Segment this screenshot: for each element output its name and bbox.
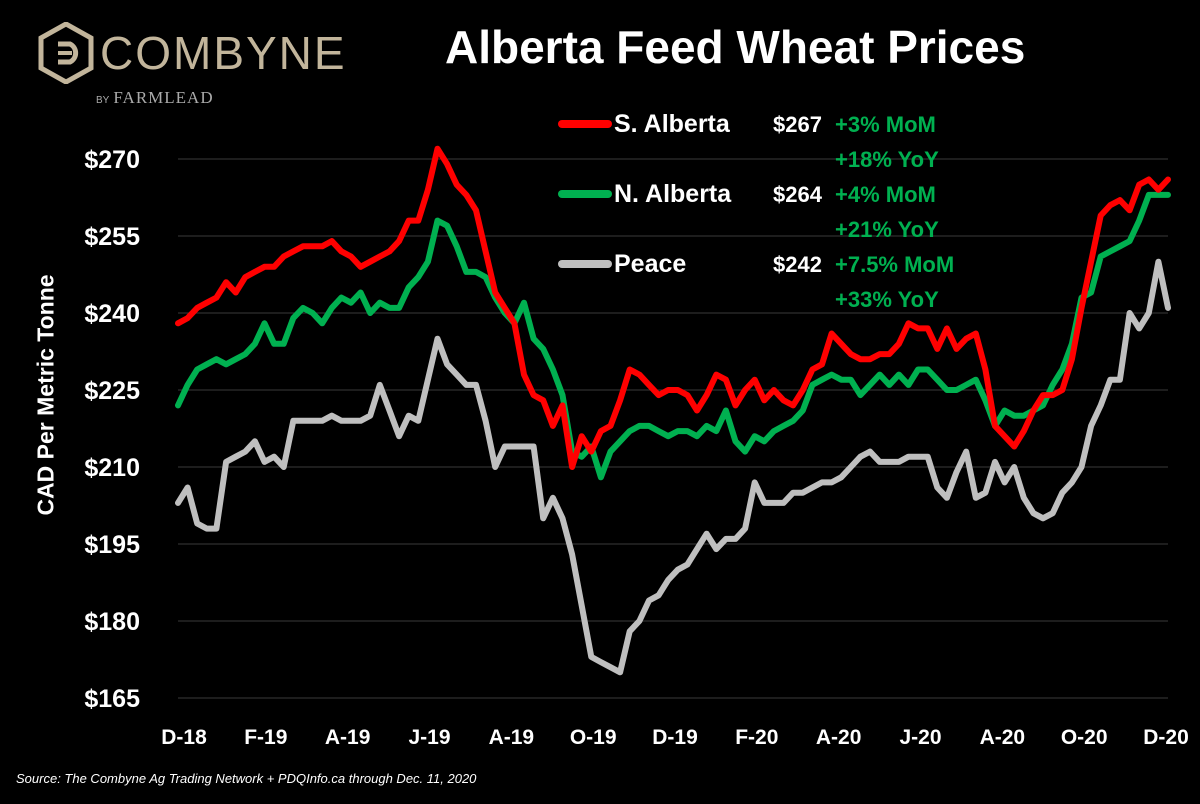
x-tick-label: A-19 xyxy=(325,726,371,749)
x-tick-label: F-19 xyxy=(244,726,287,749)
brand-sub: FARMLEAD xyxy=(113,88,214,107)
y-tick-label: $180 xyxy=(84,608,140,636)
x-tick-label: D-19 xyxy=(652,726,698,749)
series-line-s-alberta xyxy=(175,145,1171,470)
x-tick-label: J-19 xyxy=(408,726,450,749)
combyne-logo-icon xyxy=(38,22,94,84)
brand-by: BY xyxy=(96,95,110,106)
gridlines xyxy=(178,158,1168,699)
brand-name: COMBYNE xyxy=(100,27,347,79)
x-tick-label: A-19 xyxy=(489,726,535,749)
y-axis-ticks: $165 $180 $195 $210 $225 $240 $255 $270 xyxy=(84,146,140,713)
series-lines xyxy=(175,145,1171,676)
y-axis-label: CAD Per Metric Tonne xyxy=(32,274,59,516)
x-tick-label: F-20 xyxy=(735,726,778,749)
legend-name: S. Alberta xyxy=(614,110,731,138)
x-axis-ticks: D-18 F-19 A-19 J-19 A-19 O-19 D-19 F-20 A-20 J-20… xyxy=(161,726,1189,749)
x-tick-label: A-20 xyxy=(816,726,862,749)
legend-name: N. Alberta xyxy=(614,180,732,208)
source-note: Source: The Combyne Ag Trading Network +… xyxy=(16,771,477,786)
legend-yoy: +33% YoY xyxy=(835,287,939,312)
y-tick-label: $225 xyxy=(84,377,140,405)
legend-price: $242 xyxy=(773,252,822,277)
x-tick-label: A-20 xyxy=(980,726,1026,749)
y-tick-label: $210 xyxy=(84,454,140,482)
legend-mom: +7.5% MoM xyxy=(835,252,954,277)
legend: S. Alberta $267 +3% MoM +18% YoY N. Alberta $… xyxy=(558,110,954,312)
legend-mom: +3% MoM xyxy=(835,112,936,137)
legend-yoy: +18% YoY xyxy=(835,147,939,172)
y-tick-label: $270 xyxy=(84,146,140,174)
x-tick-label: D-20 xyxy=(1143,726,1189,749)
x-tick-label: O-20 xyxy=(1061,726,1108,749)
series-line-n-alberta xyxy=(175,191,1171,481)
legend-name: Peace xyxy=(614,250,686,278)
brand-subtitle: BY FARMLEAD xyxy=(96,88,214,108)
x-tick-label: D-18 xyxy=(161,726,207,749)
y-tick-label: $255 xyxy=(84,223,140,251)
chart-title: Alberta Feed Wheat Prices xyxy=(445,21,1026,73)
y-tick-label: $240 xyxy=(84,300,140,328)
x-tick-label: J-20 xyxy=(899,726,941,749)
series-line-peace xyxy=(175,258,1171,676)
x-tick-label: O-19 xyxy=(570,726,617,749)
legend-yoy: +21% YoY xyxy=(835,217,939,242)
legend-price: $264 xyxy=(773,182,823,207)
legend-mom: +4% MoM xyxy=(835,182,936,207)
y-tick-label: $165 xyxy=(84,685,140,713)
legend-price: $267 xyxy=(773,112,822,137)
y-tick-label: $195 xyxy=(84,531,140,559)
